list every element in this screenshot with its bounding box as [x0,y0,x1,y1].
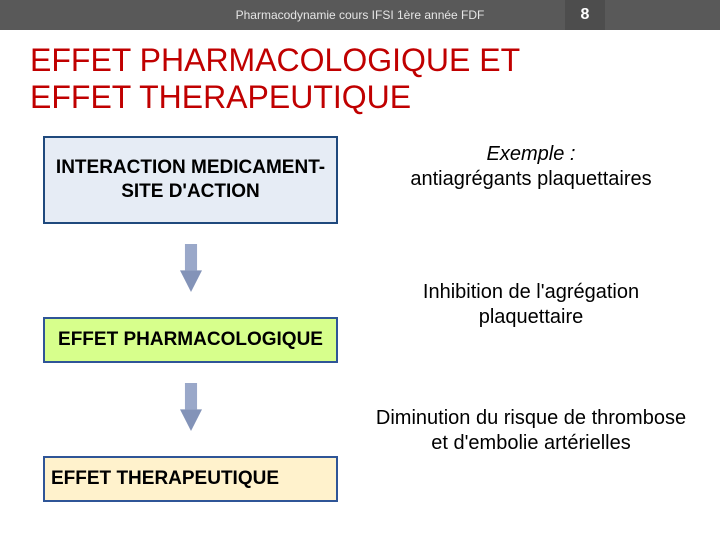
flow-node-pharmacologique: EFFET PHARMACOLOGIQUE [43,317,338,363]
example-header: Exemple : antiagrégants plaquettaires [410,142,651,192]
flow-arrow-2 [180,383,202,436]
topbar-title: Pharmacodynamie cours IFSI 1ère année FD… [236,8,485,22]
page-number-value: 8 [581,6,590,24]
example-header-italic: Exemple : [487,143,576,165]
flow-node-therapeutique: EFFET THERAPEUTIQUE [43,456,338,502]
heading-line2: EFFET THERAPEUTIQUE [30,79,411,115]
example-header-text: antiagrégants plaquettaires [410,168,651,190]
example-text: Inhibition de l'agrégation plaquettaire [423,281,639,328]
flow-node-interaction: INTERACTION MEDICAMENT-SITE D'ACTION [43,136,338,224]
top-bar: Pharmacodynamie cours IFSI 1ère année FD… [0,0,720,30]
arrow-down-icon [180,383,202,431]
example-text: Diminution du risque de thrombose et d'e… [376,407,686,454]
example-therapeutique: Diminution du risque de thrombose et d'e… [371,406,691,456]
slide-heading: EFFET PHARMACOLOGIQUE ET EFFET THERAPEUT… [30,42,720,116]
flow-column: INTERACTION MEDICAMENT-SITE D'ACTION EFF… [38,136,343,502]
flow-node-label: EFFET PHARMACOLOGIQUE [58,328,323,352]
example-column: Exemple : antiagrégants plaquettaires In… [371,142,691,502]
page-number: 8 [565,0,605,30]
heading-line1: EFFET PHARMACOLOGIQUE ET [30,42,520,78]
flow-node-label: EFFET THERAPEUTIQUE [51,467,279,491]
example-pharmacologique: Inhibition de l'agrégation plaquettaire [371,280,691,330]
flow-node-label: INTERACTION MEDICAMENT-SITE D'ACTION [51,156,330,204]
flow-arrow-1 [180,244,202,297]
arrow-down-icon [180,244,202,292]
content-area: INTERACTION MEDICAMENT-SITE D'ACTION EFF… [0,136,720,502]
